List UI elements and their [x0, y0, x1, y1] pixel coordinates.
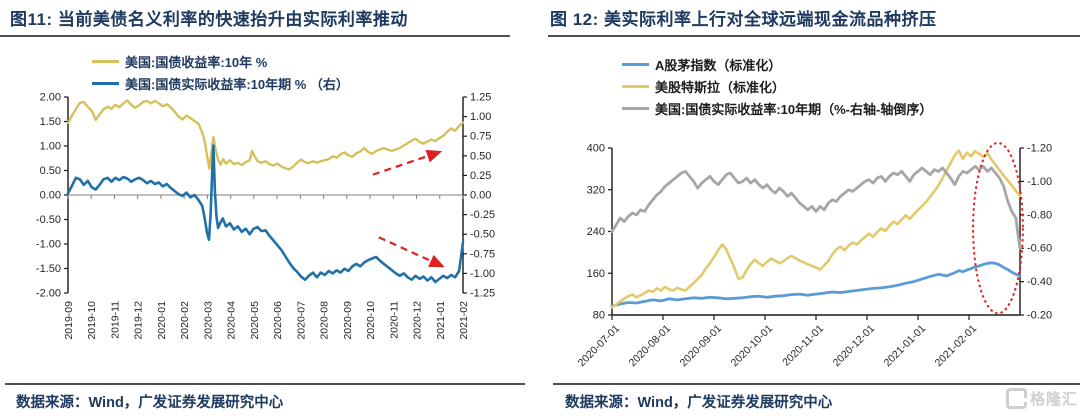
x-axis-label: 2020-08 [319, 301, 331, 340]
x-axis-label: 2020-01 [156, 301, 168, 340]
gelonghui-watermark: 格隆汇 [1005, 388, 1078, 409]
legend-line-swatch [622, 84, 649, 88]
x-axis-label: 2020-10 [365, 301, 377, 340]
y-axis-right-label: -0.25 [470, 209, 495, 221]
y-axis-left-label: 400 [587, 143, 605, 155]
y-axis-right-label: -1.20 [1027, 143, 1052, 155]
figure-12-source: 数据来源：Wind，广发证券发展研究中心 [565, 395, 833, 411]
figure-11-footer-rule [5, 383, 525, 385]
figure-11-title-rule [0, 35, 510, 37]
legend-line-swatch [622, 106, 649, 110]
figure-12-legend: A股茅指数（标准化） 美股特斯拉（标准化） 美国:国债实际收益率:10年期（%-右轴… [622, 53, 932, 119]
x-axis-label: 2021-02 [458, 301, 470, 340]
y-axis-right-label: -0.20 [1027, 310, 1052, 322]
x-axis-label: 2020-11 [388, 301, 400, 339]
legend-label: 美国:国债实际收益率:10年期（%-右轴-轴倒序） [655, 101, 933, 117]
legend-line-swatch [92, 81, 119, 85]
fig12-series-0 [610, 261, 1022, 308]
figure-12-title: 图 12: 美实际利率上行对全球远端现金流品种挤压 [550, 10, 937, 29]
x-axis-label: 2020-03 [202, 301, 214, 340]
y-axis-right-label: 1.00 [470, 111, 491, 123]
legend-entry: 美股特斯拉（标准化） [622, 75, 932, 97]
y-axis-left-label: -0.50 [36, 214, 61, 226]
legend-line-swatch [92, 59, 119, 63]
fig12-series-1 [610, 149, 1022, 309]
x-axis-label: 2020-04 [226, 301, 238, 340]
y-axis-right-label: -0.60 [1027, 243, 1052, 255]
figure-12-title-rule [548, 35, 1080, 37]
y-axis-left-label: 160 [587, 268, 605, 280]
x-axis-label: 2020-06 [272, 301, 284, 340]
fig12-series-2 [610, 164, 1022, 250]
figure-11-title: 图11: 当前美债名义利率的快速抬升由实际利率推动 [10, 10, 408, 29]
figure-11-legend: 美国:国债收益率:10年 % 美国:国债实际收益率:10年期 % （右） [92, 50, 349, 94]
figure-11-source: 数据来源：Wind，广发证券发展研究中心 [16, 395, 284, 411]
y-axis-right-label: -0.50 [470, 229, 495, 241]
y-axis-right-label: -1.00 [470, 268, 495, 280]
y-axis-right-label: -0.80 [1027, 209, 1052, 221]
y-axis-right-label: -1.25 [470, 288, 495, 300]
y-axis-right-label: 0.75 [470, 131, 491, 143]
figure-11-panel: 图11: 当前美债名义利率的快速抬升由实际利率推动 美国:国债收益率:10年 %… [0, 10, 525, 411]
gelonghui-logo-icon [1005, 388, 1027, 409]
legend-entry: 美国:国债实际收益率:10年期（%-右轴-轴倒序） [622, 97, 932, 119]
x-axis-label: 2020-05 [249, 301, 261, 340]
y-axis-left-label: -1.50 [36, 263, 61, 275]
legend-label: A股茅指数（标准化） [655, 57, 782, 73]
fig11-series-0 [66, 99, 465, 171]
y-axis-right-label: 1.25 [470, 92, 491, 104]
fig11-series-1 [66, 144, 465, 284]
y-axis-left-label: 240 [587, 226, 605, 238]
x-axis-label: 2020-07 [295, 301, 307, 340]
x-axis-label: 2019-12 [133, 301, 145, 340]
x-axis-label: 2019-09 [63, 301, 75, 340]
legend-line-swatch [622, 62, 649, 66]
y-axis-left-label: 2.00 [40, 92, 61, 104]
fig11-plot: 2.00 1.50 1.00 0.50 0.00 -0.50 -1.00 -1.50 -2.00… [36, 92, 495, 340]
y-axis-left-label: 320 [587, 184, 605, 196]
x-axis-label: 2020-12 [412, 301, 424, 340]
y-axis-right-label: -0.75 [470, 248, 495, 260]
x-axis-label: 2020-02 [179, 301, 191, 340]
y-axis-left-label: -1.00 [36, 239, 61, 251]
y-axis-left-label: -2.00 [36, 288, 61, 300]
legend-entry: 美国:国债收益率:10年 % [92, 50, 349, 72]
y-axis-left-label: 0.00 [40, 190, 61, 202]
x-axis-label: 2021-01 [435, 301, 447, 340]
x-axis-label: 2019-11 [109, 301, 121, 339]
y-axis-left-label: 1.50 [40, 116, 61, 128]
x-axis-label: 2019-10 [86, 301, 98, 340]
y-axis-left-label: 1.00 [40, 141, 61, 153]
legend-entry: 美国:国债实际收益率:10年期 % （右） [92, 72, 349, 94]
figure-12-panel: 图 12: 美实际利率上行对全球远端现金流品种挤压 A股茅指数（标准化） 美股特斯… [540, 0, 1080, 419]
y-axis-right-label: -1.00 [1027, 176, 1052, 188]
y-axis-left-label: 0.50 [40, 165, 61, 177]
legend-label: 美国:国债收益率:10年 % [125, 54, 268, 70]
x-axis-label: 2020-09 [342, 301, 354, 340]
y-axis-left-label: 80 [593, 310, 605, 322]
legend-label: 美股特斯拉（标准化） [655, 79, 786, 95]
y-axis-right-label: 0.50 [470, 150, 491, 162]
gelonghui-logo-text: 格隆汇 [1029, 391, 1078, 408]
y-axis-right-label: -0.40 [1027, 276, 1052, 288]
y-axis-right-label: 0.00 [470, 190, 491, 202]
figure-12-footer-rule [553, 383, 1080, 385]
legend-label: 美国:国债实际收益率:10年期 % （右） [125, 76, 349, 92]
y-axis-right-label: 0.25 [470, 170, 491, 182]
highlight-ellipse-annotation [972, 141, 1024, 315]
legend-entry: A股茅指数（标准化） [622, 53, 932, 75]
